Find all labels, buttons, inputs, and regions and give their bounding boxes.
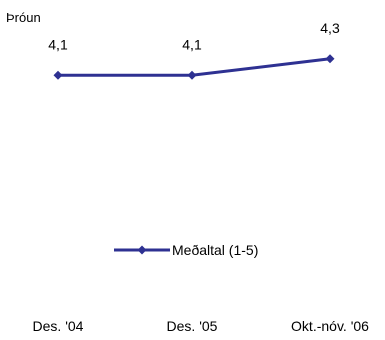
data-point-marker — [53, 70, 63, 80]
legend: Meðaltal (1-5) — [114, 242, 258, 258]
series-layer: 4,1 4,1 4,3 — [48, 20, 340, 80]
legend-label: Meðaltal (1-5) — [172, 242, 258, 258]
data-label: 4,1 — [182, 36, 202, 52]
data-label: 4,1 — [48, 36, 68, 52]
x-tick-label: Des. '04 — [33, 318, 84, 334]
data-label: 4,3 — [320, 20, 340, 36]
data-point-marker — [325, 54, 335, 64]
x-tick-label: Okt.-nóv. '06 — [291, 318, 369, 334]
x-axis-ticks: Des. '04 Des. '05 Okt.-nóv. '06 — [33, 318, 370, 334]
x-tick-label: Des. '05 — [167, 318, 218, 334]
y-axis-label: Þróun — [6, 10, 41, 25]
data-point-marker — [187, 70, 197, 80]
legend-marker — [137, 245, 147, 255]
